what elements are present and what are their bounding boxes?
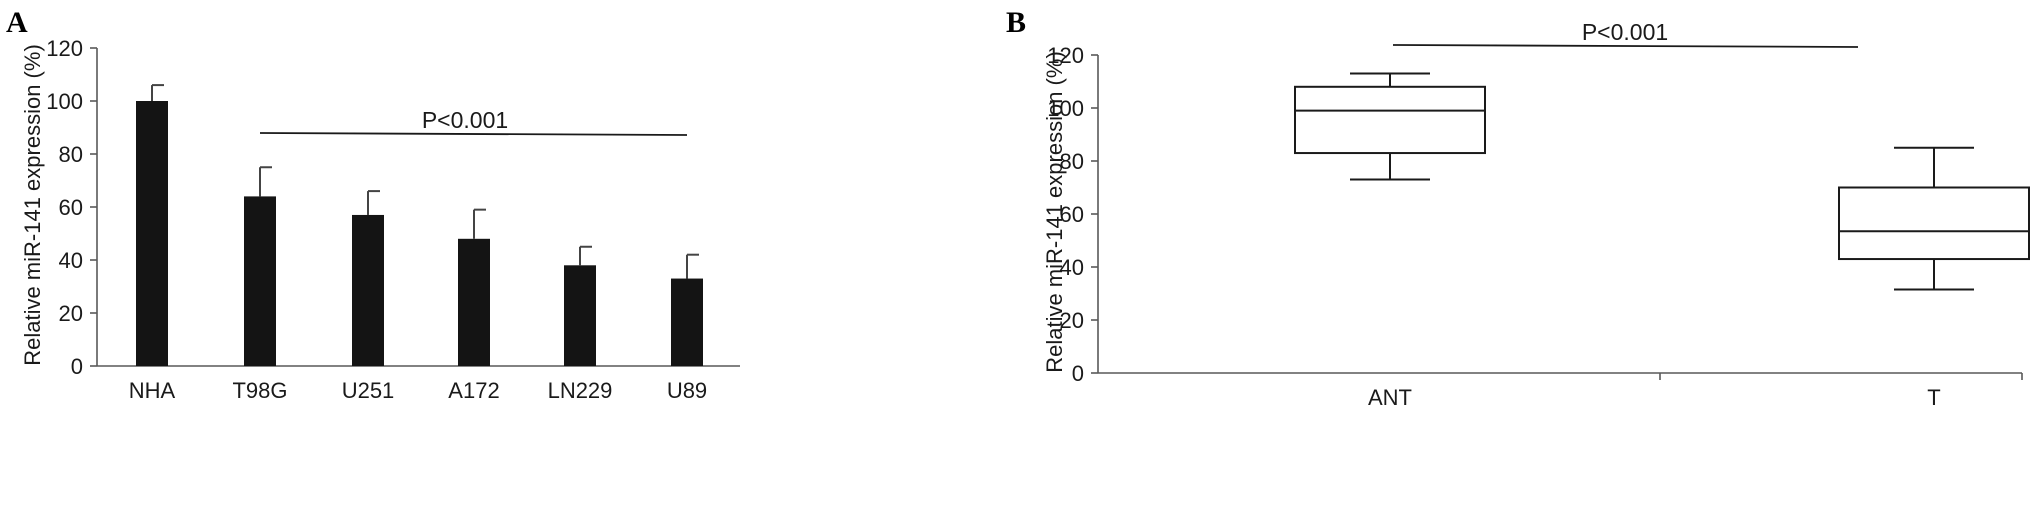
- panel-b-y-tick-label: 20: [1060, 308, 1084, 333]
- panel-a-letter: A: [6, 6, 28, 39]
- panel-a-x-tick-label: T98G: [232, 378, 287, 403]
- panel-a-x-tick-label: LN229: [548, 378, 613, 403]
- panel-a-y-tick-label: 80: [59, 142, 83, 167]
- panel-a-y-axis-label: Relative miR-141 expression (%): [20, 44, 45, 366]
- panel-b-box: [1838, 186, 2030, 261]
- panel-a-x-tick-labels: NHA T98G U251 A172 LN229 U89: [129, 378, 707, 403]
- panel-b-significance-line: [1392, 44, 1859, 48]
- panel-a-bar: [136, 101, 168, 366]
- panel-a-x-tick-label: NHA: [129, 378, 176, 403]
- panel-b-y-ticks: 0 20 40 60 80 100 120: [1047, 43, 2023, 386]
- panel-b-significance-label: P<0.001: [1582, 19, 1668, 45]
- panel-a-y-tick-label: 0: [71, 354, 83, 379]
- panel-a-y-tick-label: 120: [46, 36, 83, 61]
- panel-b-y-tick-label: 80: [1060, 149, 1084, 174]
- panel-a-bar: [564, 265, 596, 366]
- panel-a-significance-label: P<0.001: [422, 107, 508, 133]
- panel-a-bar: [244, 196, 276, 366]
- panel-b-letter: B: [1006, 6, 1026, 39]
- panel-b-y-tick-label: 100: [1047, 96, 1084, 121]
- panel-a-bar: [352, 214, 384, 366]
- panel-a-y-ticks: 0 20 40 60 80 100 120: [46, 36, 97, 379]
- panel-b-boxes: [1294, 72, 2030, 291]
- panel-a-significance-line: [259, 132, 688, 136]
- panel-b-y-tick-label: 0: [1072, 361, 1084, 386]
- panel-a-y-tick-label: 60: [59, 195, 83, 220]
- panel-a-bars: [136, 84, 703, 366]
- panel-b-x-tick-label: T: [1927, 385, 1940, 410]
- panel-b-y-axis-label: Relative miR-141 expression (%): [1042, 51, 1067, 373]
- panel-a-x-tick-label: A172: [448, 378, 499, 403]
- panel-b-x-tick-label: ANT: [1368, 385, 1412, 410]
- panel-a-bar: [458, 238, 490, 366]
- panel-b-y-tick-label: 120: [1047, 43, 1084, 68]
- panel-a-y-tick-label: 100: [46, 89, 83, 114]
- panel-b-x-tick-labels: ANT T: [1368, 385, 1941, 410]
- panel-b-box: [1294, 85, 1486, 155]
- panel-b: B Relative miR-141 expression (%) 0 20 40 6…: [1006, 6, 2030, 410]
- panel-a-x-tick-label: U251: [342, 378, 395, 403]
- panel-a-y-tick-label: 40: [59, 248, 83, 273]
- panel-a-y-tick-label: 20: [59, 301, 83, 326]
- panel-b-y-tick-label: 40: [1060, 255, 1084, 280]
- panel-a-bar: [671, 278, 703, 366]
- panel-b-y-tick-label: 60: [1060, 202, 1084, 227]
- panel-a: A Relative miR-141 expression (%) 0 20 40 6…: [6, 6, 740, 403]
- panel-a-x-tick-label: U89: [667, 378, 707, 403]
